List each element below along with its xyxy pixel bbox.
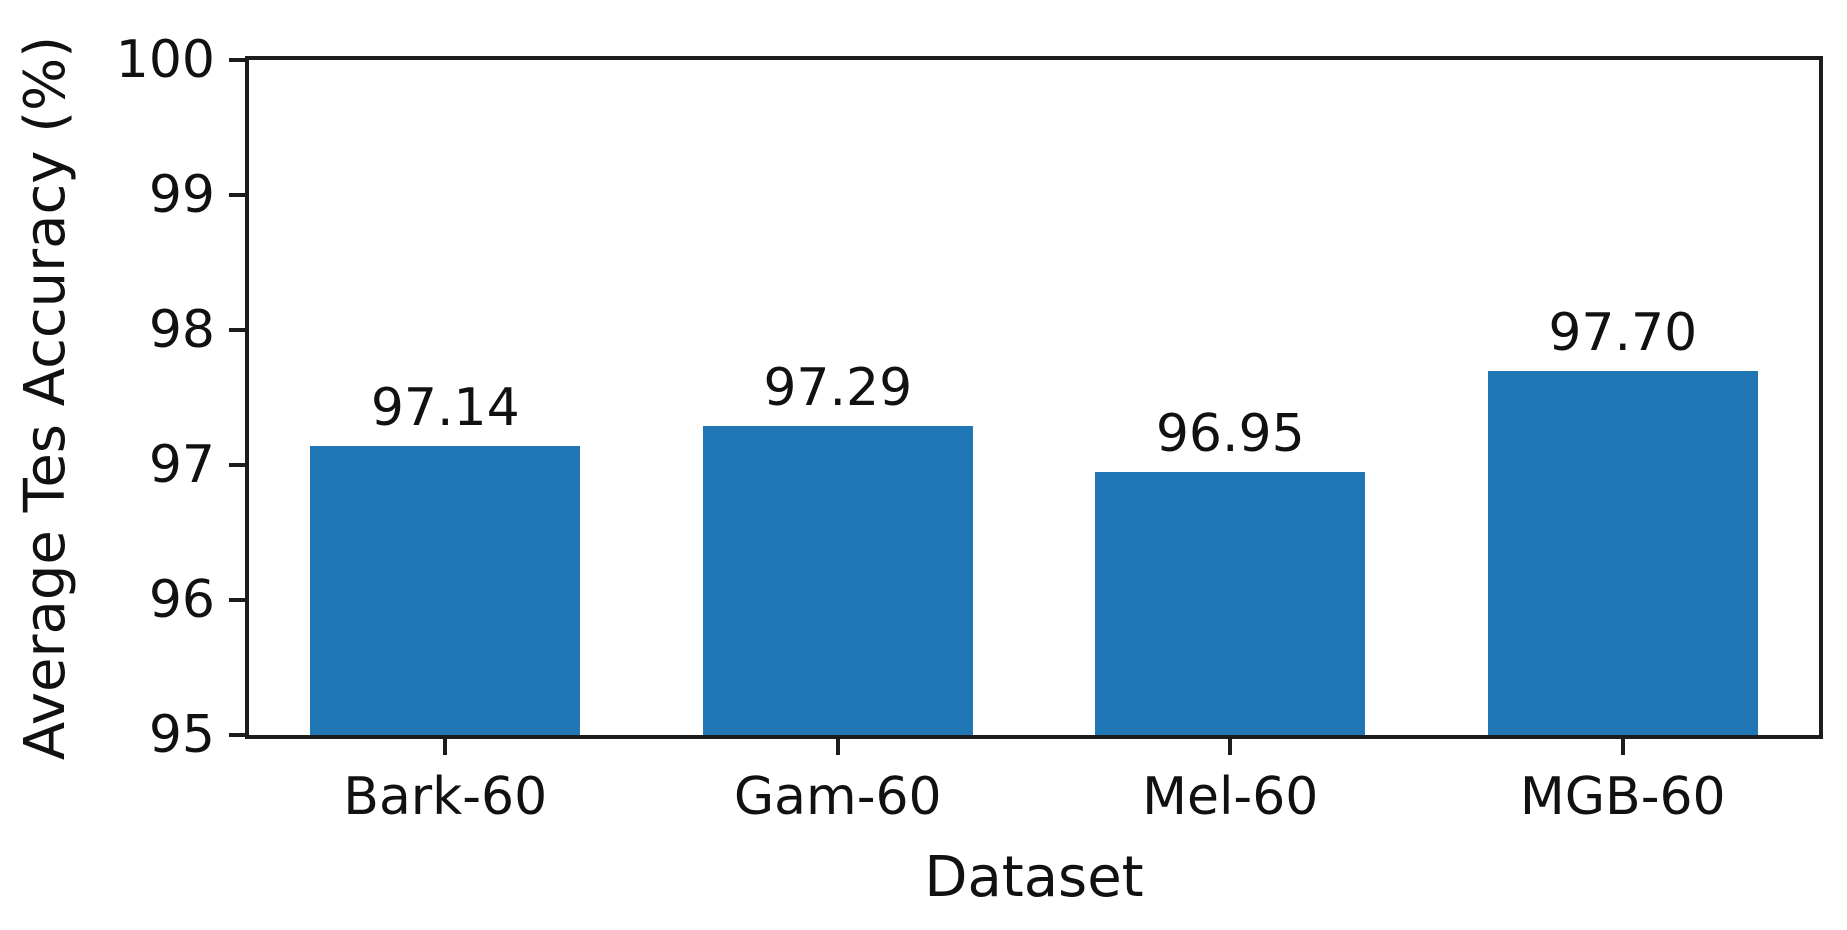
y-tick (229, 463, 249, 467)
bar (1487, 370, 1758, 735)
y-tick-label: 97 (148, 435, 215, 495)
bar (1095, 471, 1366, 735)
x-axis-label: Dataset (924, 845, 1144, 910)
x-tick (835, 735, 840, 755)
x-tick-label: Mel-60 (1142, 767, 1319, 827)
y-tick-label: 96 (148, 570, 215, 630)
y-tick (229, 58, 249, 62)
x-tick-label: Bark-60 (343, 767, 548, 827)
x-tick (443, 735, 448, 755)
bar-value-label: 97.70 (1548, 302, 1698, 363)
y-axis-label: Average Tes Accuracy (%) (13, 35, 79, 760)
y-tick-label: 98 (148, 300, 215, 360)
x-tick (1620, 735, 1625, 755)
y-tick-label: 100 (115, 30, 215, 90)
bar-value-label: 96.95 (1155, 403, 1305, 464)
bar-value-label: 97.14 (370, 378, 520, 439)
bar (310, 446, 581, 735)
y-tick (229, 328, 249, 332)
y-axis-label-wrap: Average Tes Accuracy (%) (8, 35, 84, 759)
y-tick-label: 95 (148, 705, 215, 765)
x-tick (1228, 735, 1233, 755)
bar (702, 425, 973, 735)
plot-area: 95 96 97 98 99 100 97.14 Bark-60 97.29 Gam-60 96.9… (116, 34, 1823, 823)
y-tick (229, 193, 249, 197)
x-tick-label: Gam-60 (733, 767, 942, 827)
y-tick (229, 598, 249, 602)
x-tick-label: MGB-60 (1519, 767, 1726, 827)
y-tick (229, 733, 249, 737)
y-tick-label: 99 (148, 165, 215, 225)
bar-value-label: 97.29 (763, 357, 913, 418)
